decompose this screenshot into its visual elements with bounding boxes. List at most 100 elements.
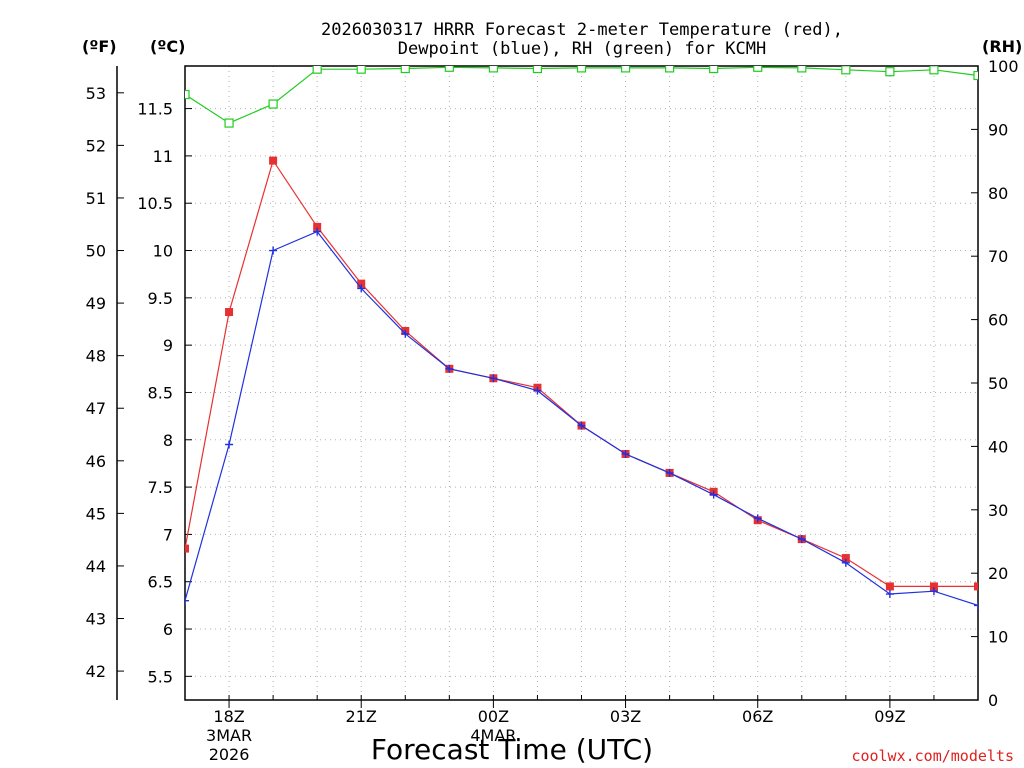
celsius-tick-label: 9.5 — [148, 289, 173, 308]
axes: 5.5 6 6.5 7 7.5 8 8.5 9 9.5 10 10.5 11 11.5 42 43 44 45 4… — [86, 57, 1019, 710]
dewpoint-point — [709, 490, 718, 499]
rh-point — [268, 99, 278, 109]
rh-point — [185, 89, 190, 100]
dewpoint-point — [974, 601, 978, 610]
x-tick-label: 2026 — [209, 745, 250, 764]
rh-point — [841, 66, 851, 75]
dewpoint-point — [885, 590, 894, 599]
fahrenheit-tick-label: 51 — [86, 189, 106, 208]
dewpoint-point — [185, 596, 189, 605]
temperature-point — [885, 582, 894, 591]
dewpoint-point — [225, 440, 234, 449]
rh-point — [576, 66, 587, 73]
dewpoint-line — [185, 230, 978, 607]
x-tick-label: 18Z — [213, 707, 244, 726]
rh-tick-label: 40 — [988, 437, 1008, 456]
celsius-tick-label: 6.5 — [148, 573, 173, 592]
rh-tick-label: 50 — [988, 374, 1008, 393]
x-tick-label: 4MAR — [470, 726, 516, 745]
dewpoint-point — [445, 364, 454, 373]
dewpoint-point — [797, 535, 806, 544]
dewpoint-point — [269, 246, 278, 255]
temperature-point — [974, 582, 978, 591]
x-tick-label: 00Z — [478, 707, 509, 726]
celsius-tick-label: 9 — [163, 336, 173, 355]
rh-point — [444, 66, 454, 72]
x-tick-label: 03Z — [610, 707, 641, 726]
celsius-tick-label: 6 — [163, 620, 173, 639]
rh-tick-label: 10 — [988, 628, 1008, 647]
fahrenheit-unit-label: (ºF) — [82, 37, 117, 56]
rh-tick-label: 80 — [988, 184, 1008, 203]
celsius-tick-label: 5.5 — [148, 667, 173, 686]
celsius-tick-label: 10.5 — [137, 194, 173, 213]
celsius-tick-label: 7.5 — [148, 478, 173, 497]
rh-point — [400, 66, 410, 74]
fahrenheit-tick-label: 53 — [86, 84, 106, 103]
dewpoint-point — [577, 421, 586, 430]
fahrenheit-tick-label: 45 — [86, 504, 106, 523]
temperature-point — [313, 222, 322, 231]
rh-tick-label: 100 — [988, 57, 1019, 76]
rh-point — [797, 66, 807, 73]
chart-title: 2026030317 HRRR Forecast 2-meter Tempera… — [321, 20, 843, 40]
x-axis-label: Forecast Time (UTC) — [371, 733, 653, 766]
x-tick-label: 09Z — [874, 707, 905, 726]
temperature-point — [225, 308, 234, 317]
fahrenheit-tick-label: 49 — [86, 294, 106, 313]
rh-tick-label: 90 — [988, 120, 1008, 139]
dewpoint-point — [841, 558, 850, 567]
temperature-point — [357, 279, 366, 288]
dewpoint-point — [357, 284, 366, 293]
dewpoint-point — [929, 587, 938, 596]
celsius-unit-label: (ºC) — [150, 37, 185, 56]
rh-line — [185, 66, 978, 124]
temperature-point — [269, 156, 278, 165]
dewpoint-point — [753, 514, 762, 523]
temperature-point — [929, 582, 938, 591]
rh-point — [753, 66, 763, 72]
x-tick-label: 21Z — [346, 707, 377, 726]
credit-text: coolwx.com/modelts — [851, 747, 1014, 765]
dewpoint-point — [489, 374, 498, 383]
fahrenheit-tick-label: 47 — [86, 399, 106, 418]
rh-tick-label: 30 — [988, 501, 1008, 520]
celsius-tick-label: 7 — [163, 525, 173, 544]
fahrenheit-tick-label: 48 — [86, 347, 106, 366]
grid — [185, 66, 979, 700]
rh-point — [532, 66, 543, 74]
fahrenheit-tick-label: 46 — [86, 452, 106, 471]
temperature-point — [841, 554, 850, 563]
celsius-tick-label: 8 — [163, 431, 173, 450]
rh-point — [224, 118, 234, 128]
x-tick-label: 06Z — [742, 707, 773, 726]
rh-point — [620, 66, 631, 73]
x-tick-label: 3MAR — [206, 726, 252, 745]
dewpoint-point — [313, 227, 322, 236]
rh-point — [356, 66, 366, 74]
fahrenheit-tick-label: 52 — [86, 136, 106, 155]
celsius-tick-label: 11.5 — [137, 100, 173, 119]
dewpoint-point — [621, 449, 630, 458]
fahrenheit-tick-label: 44 — [86, 557, 106, 576]
rh-tick-label: 20 — [988, 564, 1008, 583]
celsius-tick-label: 11 — [153, 147, 173, 166]
dewpoint-point — [533, 386, 542, 395]
rh-tick-label: 0 — [988, 691, 998, 710]
fahrenheit-tick-label: 50 — [86, 242, 106, 261]
rh-tick-label: 70 — [988, 247, 1008, 266]
rh-point — [312, 66, 322, 74]
rh-point — [929, 66, 939, 75]
rh-point — [488, 66, 498, 73]
rh-point — [885, 67, 895, 77]
temperature-point — [185, 544, 189, 553]
rh-tick-label: 60 — [988, 311, 1008, 330]
chart-subtitle: Dewpoint (blue), RH (green) for KCMH — [398, 39, 766, 59]
celsius-tick-label: 10 — [153, 242, 173, 261]
celsius-tick-label: 8.5 — [148, 383, 173, 402]
series-group — [185, 66, 978, 610]
dewpoint-point — [401, 329, 410, 338]
dewpoint-point — [665, 468, 674, 477]
